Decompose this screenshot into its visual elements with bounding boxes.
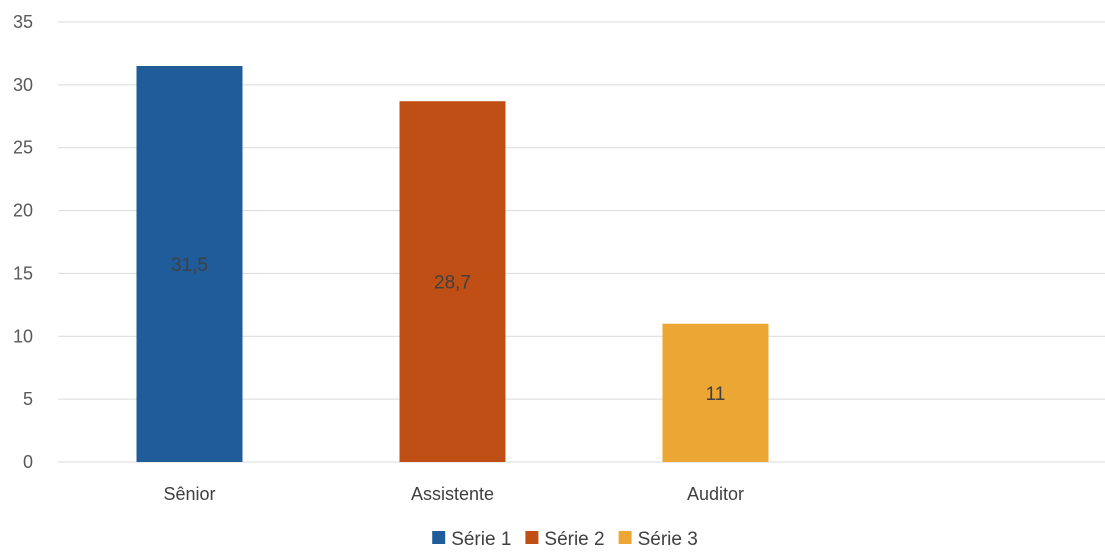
legend-swatch <box>618 531 632 544</box>
data-labels: 31,5 28,7 11 <box>171 255 725 405</box>
y-tick-label: 25 <box>13 138 33 158</box>
legend-item: Série 2 <box>525 529 605 550</box>
bar-auditor <box>662 323 769 462</box>
data-label: 31,5 <box>171 255 208 276</box>
y-tick-label: 5 <box>23 389 33 409</box>
y-tick-label: 0 <box>23 452 33 472</box>
x-category-label: Assistente <box>411 484 494 504</box>
x-category-label: Sênior <box>163 484 215 504</box>
x-category-label: Auditor <box>687 484 744 504</box>
legend-item: Série 1 <box>432 529 511 550</box>
data-label: 11 <box>706 384 726 405</box>
y-tick-label: 15 <box>13 263 33 283</box>
data-label: 28,7 <box>434 273 471 294</box>
legend-label: Série 1 <box>451 529 511 550</box>
y-tick-label: 10 <box>13 326 33 346</box>
bar-senior <box>136 66 243 462</box>
legend-label: Série 2 <box>544 529 604 550</box>
legend: Série 1 Série 2 Série 3 <box>432 529 698 550</box>
x-axis-category-labels: Sênior Assistente Auditor <box>163 484 744 504</box>
bar-assistente <box>399 101 506 462</box>
legend-label: Série 3 <box>638 529 698 550</box>
y-tick-label: 35 <box>13 12 33 32</box>
y-tick-label: 30 <box>13 75 33 95</box>
y-tick-label: 20 <box>13 201 33 221</box>
legend-item: Série 3 <box>618 529 698 550</box>
bars <box>136 66 769 462</box>
legend-swatch <box>525 531 539 544</box>
legend-swatch <box>432 531 446 544</box>
y-axis-tick-labels: 0 5 10 15 20 25 30 35 <box>13 12 33 472</box>
